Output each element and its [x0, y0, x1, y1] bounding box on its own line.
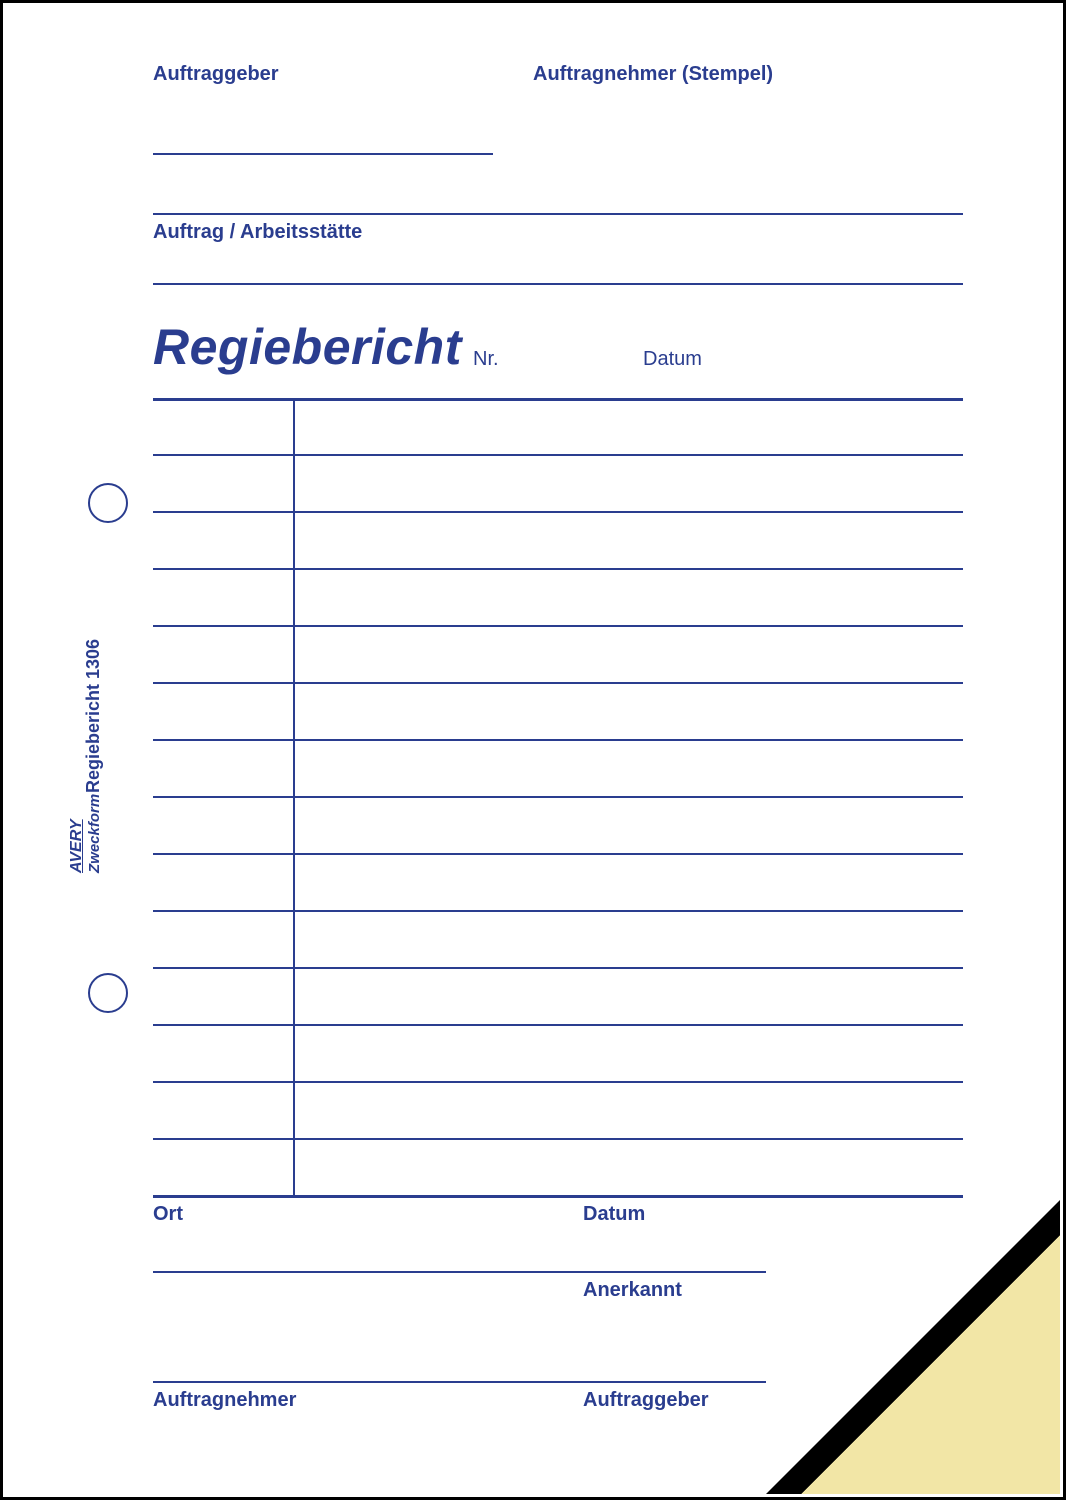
row-line[interactable]	[153, 682, 963, 684]
brand-avery: AVERY	[68, 819, 85, 873]
form-title: Regiebericht	[153, 318, 462, 376]
form-page: Auftraggeber Auftragnehmer (Stempel) Auf…	[0, 0, 1066, 1500]
contractor-label-footer: Auftragnehmer	[153, 1389, 296, 1412]
side-form-id: Regiebericht 1306	[83, 639, 104, 793]
order-label: Auftrag / Arbeitsstätte	[153, 221, 362, 244]
client-label: Auftraggeber	[153, 63, 279, 86]
row-line[interactable]	[153, 511, 963, 513]
brand-line2: Zweckform	[86, 794, 103, 873]
client-line[interactable]	[153, 153, 493, 155]
table-bottom-rule	[153, 1195, 963, 1198]
client-label-footer: Auftraggeber	[583, 1389, 709, 1412]
date-label-title: Datum	[643, 348, 702, 371]
row-line[interactable]	[153, 967, 963, 969]
row-line[interactable]	[153, 1138, 963, 1140]
row-line[interactable]	[153, 853, 963, 855]
row-line[interactable]	[153, 739, 963, 741]
row-line[interactable]	[153, 625, 963, 627]
place-label: Ort	[153, 1203, 183, 1226]
row-line[interactable]	[153, 568, 963, 570]
row-line[interactable]	[153, 796, 963, 798]
brand-zweckform: Zweckform	[86, 794, 103, 873]
contractor-stamp-label: Auftragnehmer (Stempel)	[533, 63, 773, 86]
punch-hole-top	[88, 483, 128, 523]
acknowledged-label: Anerkannt	[583, 1279, 682, 1302]
row-line[interactable]	[153, 1081, 963, 1083]
row-line[interactable]	[153, 454, 963, 456]
nr-label: Nr.	[473, 348, 499, 371]
row-line[interactable]	[153, 1024, 963, 1026]
date-label-footer: Datum	[583, 1203, 645, 1226]
header-divider-1	[153, 213, 963, 215]
brand-line1: AVERY	[68, 819, 86, 873]
header-divider-2	[153, 283, 963, 285]
row-line[interactable]	[153, 910, 963, 912]
curl-back-line	[943, 1195, 963, 1197]
punch-hole-bottom	[88, 973, 128, 1013]
title-rule	[153, 398, 963, 401]
